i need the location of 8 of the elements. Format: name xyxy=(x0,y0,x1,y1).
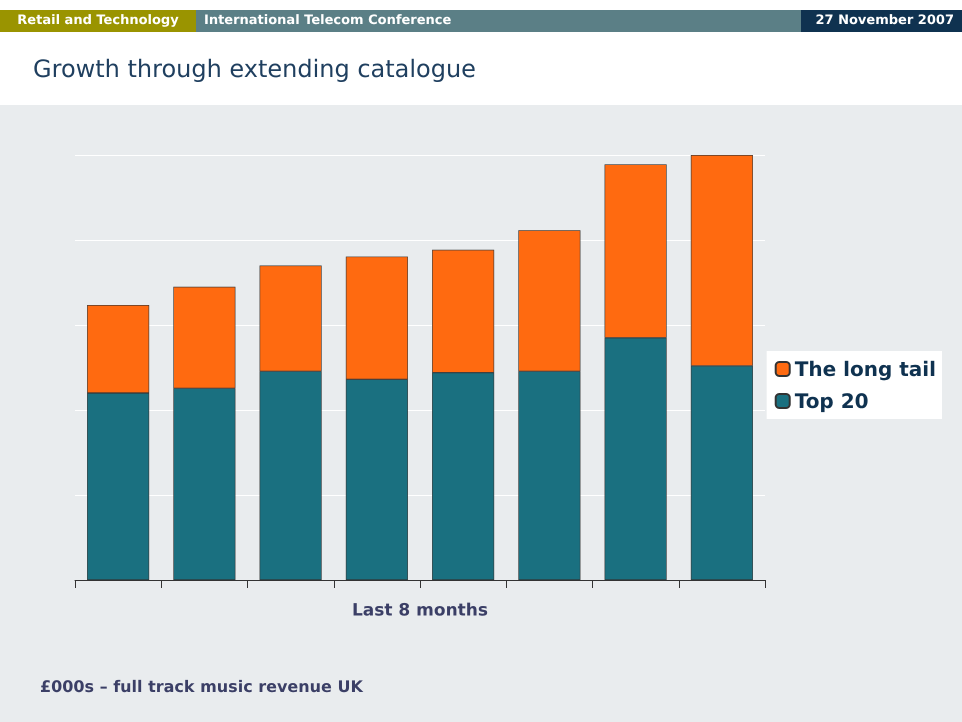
text: International Telecom Conference xyxy=(196,10,801,32)
legend-label: The long tail xyxy=(794,357,936,381)
legend-label: Top 20 xyxy=(794,389,869,413)
text: 27 November 2007 xyxy=(801,10,962,32)
text: Retail and Technology xyxy=(0,10,196,32)
x-axis-title: Last 8 months xyxy=(352,600,488,620)
chart-title: Growth through extending catalogue xyxy=(33,55,476,83)
text: £000s – full track music revenue UK xyxy=(40,677,363,696)
